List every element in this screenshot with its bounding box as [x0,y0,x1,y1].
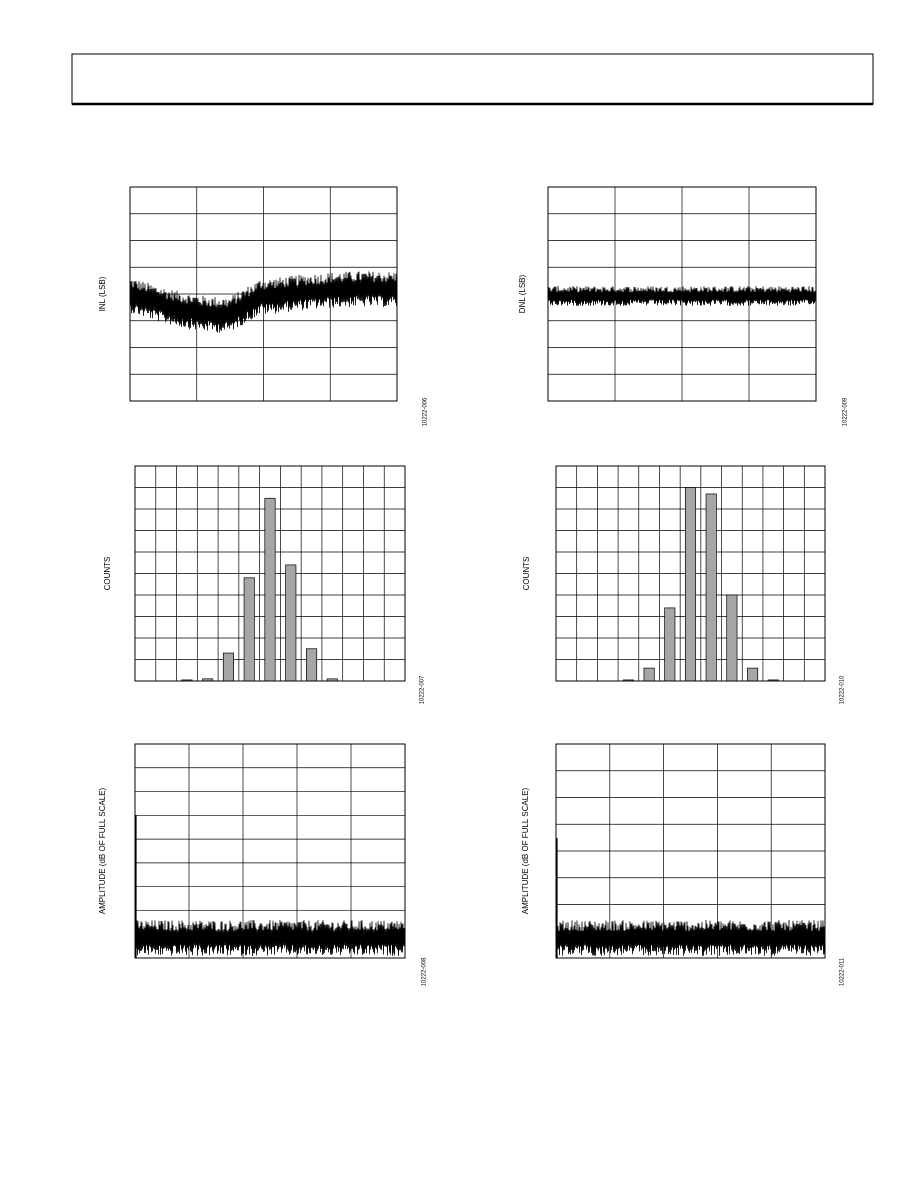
bar [243,577,255,682]
trace [129,271,398,333]
bar [222,652,235,682]
figure-id: 10222-008 [422,957,428,986]
plot-frame [134,743,406,959]
trace [134,919,406,957]
figure-id: 10222-007 [420,675,426,704]
bar [643,667,655,682]
bar [684,487,697,682]
plot-frame [555,465,826,682]
bar [705,493,717,682]
plot-frame [129,186,398,402]
bar [305,648,318,682]
bar [726,594,738,682]
bar [264,497,276,682]
plot-frame [134,465,406,682]
bar [285,564,297,682]
header-box [71,53,874,105]
figure-id: 10222-011 [840,957,846,986]
figure-id: 10222-006 [423,397,429,426]
trace [547,285,817,307]
plot-frame [547,186,817,402]
plot-frame [555,743,826,959]
bar [664,607,676,682]
trace [555,919,826,956]
y-axis-label: AMPLITUDE (dB OF FULL SCALE) [521,787,530,914]
y-axis-label: COUNTS [103,557,112,591]
y-axis-label: DNL (LSB) [518,274,527,313]
figure-id: 10222-009 [843,397,849,426]
y-axis-label: INL (LSB) [98,276,107,311]
y-axis-label: COUNTS [522,557,531,591]
y-axis-label: AMPLITUDE (dB OF FULL SCALE) [98,787,107,914]
bar [747,667,759,682]
figure-id: 10222-010 [840,675,846,704]
